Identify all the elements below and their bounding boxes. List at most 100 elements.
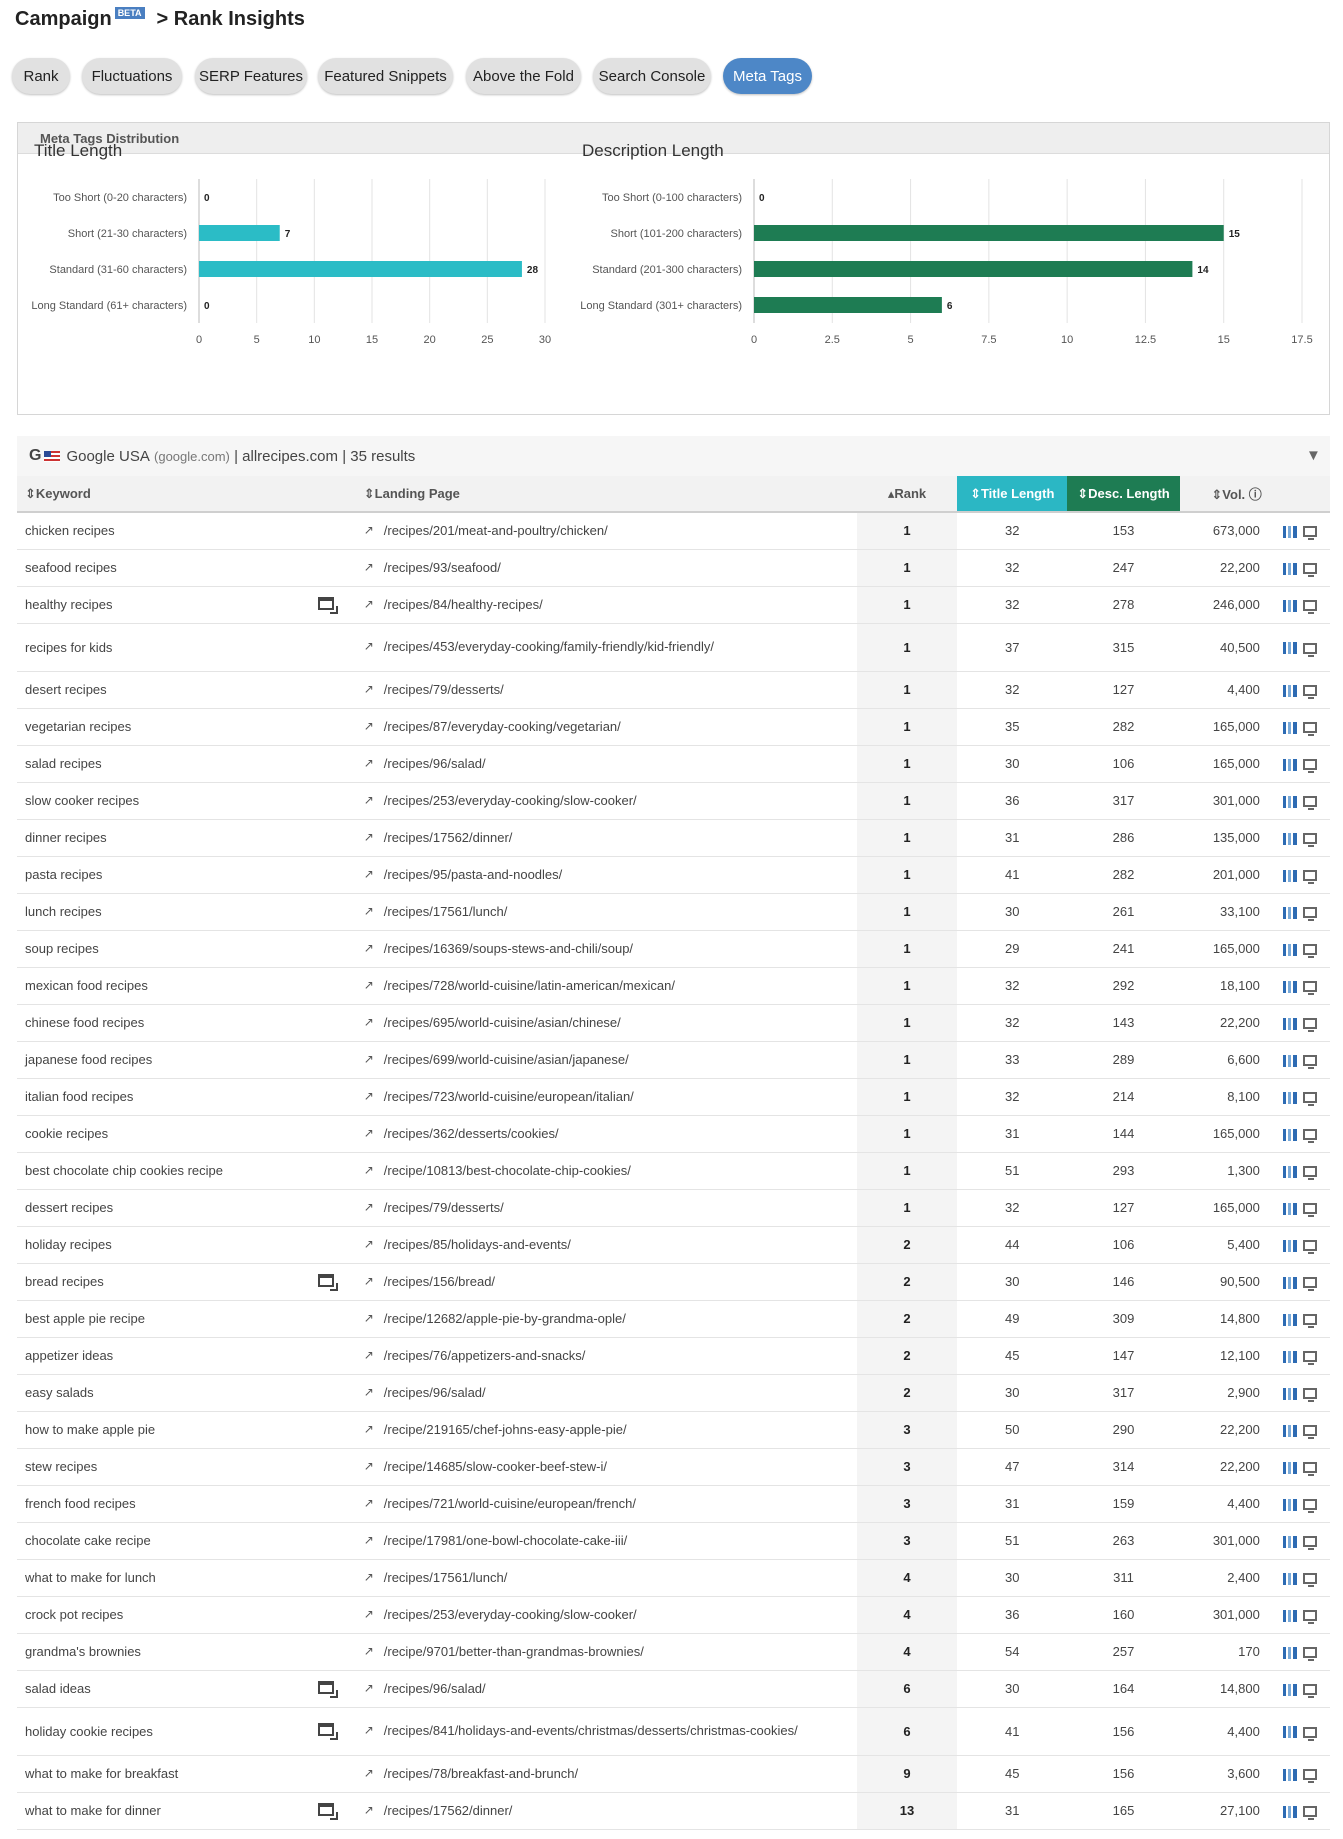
table-row[interactable]: slow cooker recipes ↗ /recipes/253/everyda… [17,782,1330,820]
table-row[interactable]: holiday recipes ↗ /recipes/85/holidays-and… [17,1226,1330,1264]
keyword-cell[interactable]: pasta recipes [17,856,296,894]
landing-page-url[interactable]: /recipes/78/breakfast-and-brunch/ [383,1765,579,1781]
chart-icon[interactable] [1282,1128,1297,1141]
table-row[interactable]: seafood recipes ↗/recipes/93/seafood/1 32 2… [17,549,1330,587]
monitor-icon[interactable] [1302,1610,1317,1625]
landing-page-url[interactable]: /recipes/253/everyday-cooking/slow-cooke… [383,792,637,808]
chart-icon[interactable] [1282,1683,1297,1696]
table-row[interactable]: crock pot recipes ↗ /recipes/253/everyday-… [17,1596,1330,1634]
chart-icon[interactable] [1282,1424,1297,1437]
external-link-icon[interactable]: ↗ [363,1765,374,1780]
external-link-icon[interactable]: ↗ [363,1162,374,1177]
landing-page-cell[interactable]: ↗ /recipes/17561/lunch/ [355,1559,857,1597]
keyword-cell[interactable]: french food recipes [17,1485,296,1523]
chart-icon[interactable] [1282,943,1297,956]
monitor-icon[interactable] [1302,907,1317,922]
keyword-cell[interactable]: dessert recipes [17,1189,296,1227]
keyword-cell[interactable]: bread recipes [17,1263,296,1301]
keyword-cell[interactable]: easy salads [17,1374,296,1412]
monitor-icon[interactable] [1302,1573,1317,1588]
external-link-icon[interactable]: ↗ [363,1051,374,1066]
bar[interactable] [754,225,1224,241]
keyword-cell[interactable]: recipes for kids [17,623,296,672]
monitor-icon[interactable] [1302,981,1317,996]
table-row[interactable]: best apple pie recipe ↗ /recipe/12682/appl… [17,1300,1330,1338]
landing-page-cell[interactable]: ↗ /recipe/12682/apple-pie-by-grandma-ople… [355,1300,857,1338]
monitor-icon[interactable] [1302,1092,1317,1107]
landing-page-cell[interactable]: ↗ /recipes/723/world-cuisine/european/ita… [355,1078,857,1116]
landing-page-cell[interactable]: ↗ /recipes/79/desserts/ [355,671,857,709]
landing-page-url[interactable]: /recipes/841/holidays-and-events/christm… [383,1723,798,1738]
monitor-icon[interactable] [1302,1166,1317,1181]
monitor-icon[interactable] [1302,944,1317,959]
keyword-cell[interactable]: lunch recipes [17,893,296,931]
keyword-cell[interactable]: slow cooker recipes [17,782,296,820]
landing-page-url[interactable]: /recipes/87/everyday-cooking/vegetarian/ [383,718,621,734]
landing-page-url[interactable]: /recipes/253/everyday-cooking/slow-cooke… [383,1606,637,1622]
landing-page-url[interactable]: /recipe/12682/apple-pie-by-grandma-ople/ [383,1310,626,1326]
landing-page-url[interactable]: /recipes/728/world-cuisine/latin-america… [383,977,675,993]
chart-icon[interactable] [1282,1609,1297,1622]
keyword-cell[interactable]: what to make for lunch [17,1559,296,1597]
keyword-cell[interactable]: crock pot recipes [17,1596,296,1634]
landing-page-url[interactable]: /recipes/699/world-cuisine/asian/japanes… [383,1051,629,1067]
external-link-icon[interactable]: ↗ [363,718,374,733]
chart-icon[interactable] [1282,1091,1297,1104]
keyword-cell[interactable]: chicken recipes [17,512,296,550]
brand-title[interactable]: Campaign [15,7,112,30]
landing-page-url[interactable]: /recipes/96/salad/ [383,1680,486,1696]
external-link-icon[interactable]: ↗ [363,1532,374,1547]
tab-search-console[interactable]: Search Console [593,58,711,94]
table-row[interactable]: salad recipes ↗ /recipes/96/salad/1 30 106 16… [17,745,1330,783]
landing-page-cell[interactable]: ↗ /recipes/201/meat-and-poultry/chicken/ [355,512,857,550]
monitor-icon[interactable] [1302,1388,1317,1403]
landing-page-cell[interactable]: ↗ /recipes/253/everyday-cooking/slow-cook… [355,1596,857,1634]
tab-fluctuations[interactable]: Fluctuations [82,58,182,94]
landing-page-url[interactable]: /recipe/17981/one-bowl-chocolate-cake-ii… [383,1532,628,1548]
chart-icon[interactable] [1282,1239,1297,1252]
landing-page-cell[interactable]: ↗ /recipes/78/breakfast-and-brunch/ [355,1755,857,1793]
landing-page-url[interactable]: /recipes/95/pasta-and-noodles/ [383,866,563,882]
table-row[interactable]: desert recipes ↗ /recipes/79/desserts/1 32 1… [17,671,1330,709]
landing-page-url[interactable]: /recipes/17561/lunch/ [383,903,508,919]
landing-page-url[interactable]: /recipes/362/desserts/cookies/ [383,1125,559,1141]
landing-page-url[interactable]: /recipes/84/healthy-recipes/ [383,596,543,612]
external-link-icon[interactable]: ↗ [363,559,374,574]
keyword-cell[interactable]: dinner recipes [17,819,296,857]
bar[interactable] [754,297,942,313]
landing-page-url[interactable]: /recipes/79/desserts/ [383,1199,504,1215]
landing-page-cell[interactable]: ↗ /recipe/9701/better-than-grandmas-brown… [355,1633,857,1671]
tab-rank[interactable]: Rank [12,58,70,94]
monitor-icon[interactable] [1302,870,1317,885]
landing-page-url[interactable]: /recipes/695/world-cuisine/asian/chinese… [383,1014,621,1030]
landing-page-cell[interactable]: ↗ /recipes/17562/dinner/ [355,819,857,857]
serp-feature-icon[interactable] [317,1802,338,1820]
landing-page-cell[interactable]: ↗ /recipes/96/salad/ [355,1374,857,1412]
table-row[interactable]: italian food recipes ↗ /recipes/723/world-… [17,1078,1330,1116]
chart-icon[interactable] [1282,1276,1297,1289]
keyword-cell[interactable]: what to make for breakfast [17,1755,296,1793]
tab-above-the-fold[interactable]: Above the Fold [466,58,581,94]
col-rank[interactable]: ▴Rank [856,476,958,513]
landing-page-url[interactable]: /recipes/96/salad/ [383,1384,486,1400]
external-link-icon[interactable]: ↗ [363,1421,374,1436]
serp-feature-icon[interactable] [317,1273,338,1291]
monitor-icon[interactable] [1302,642,1317,657]
table-row[interactable]: pasta recipes ↗ /recipes/95/pasta-and-nood… [17,856,1330,894]
serp-feature-icon[interactable] [317,1680,338,1698]
landing-page-url[interactable]: /recipe/9701/better-than-grandmas-browni… [383,1643,644,1659]
external-link-icon[interactable]: ↗ [363,977,374,992]
landing-page-url[interactable]: /recipes/453/everyday-cooking/family-fri… [383,639,714,654]
external-link-icon[interactable]: ↗ [363,1088,374,1103]
chart-icon[interactable] [1282,1202,1297,1215]
table-row[interactable]: healthy recipes ↗ /recipes/84/healthy-reci… [17,586,1330,624]
table-row[interactable]: chocolate cake recipe ↗ /recipe/17981/one-… [17,1522,1330,1560]
table-row[interactable]: vegetarian recipes ↗ /recipes/87/everyday-… [17,708,1330,746]
chart-icon[interactable] [1282,721,1297,734]
external-link-icon[interactable]: ↗ [363,1310,374,1325]
chart-icon[interactable] [1282,1535,1297,1548]
monitor-icon[interactable] [1302,1425,1317,1440]
monitor-icon[interactable] [1302,1129,1317,1144]
monitor-icon[interactable] [1302,1647,1317,1662]
serp-feature-icon[interactable] [317,596,338,614]
